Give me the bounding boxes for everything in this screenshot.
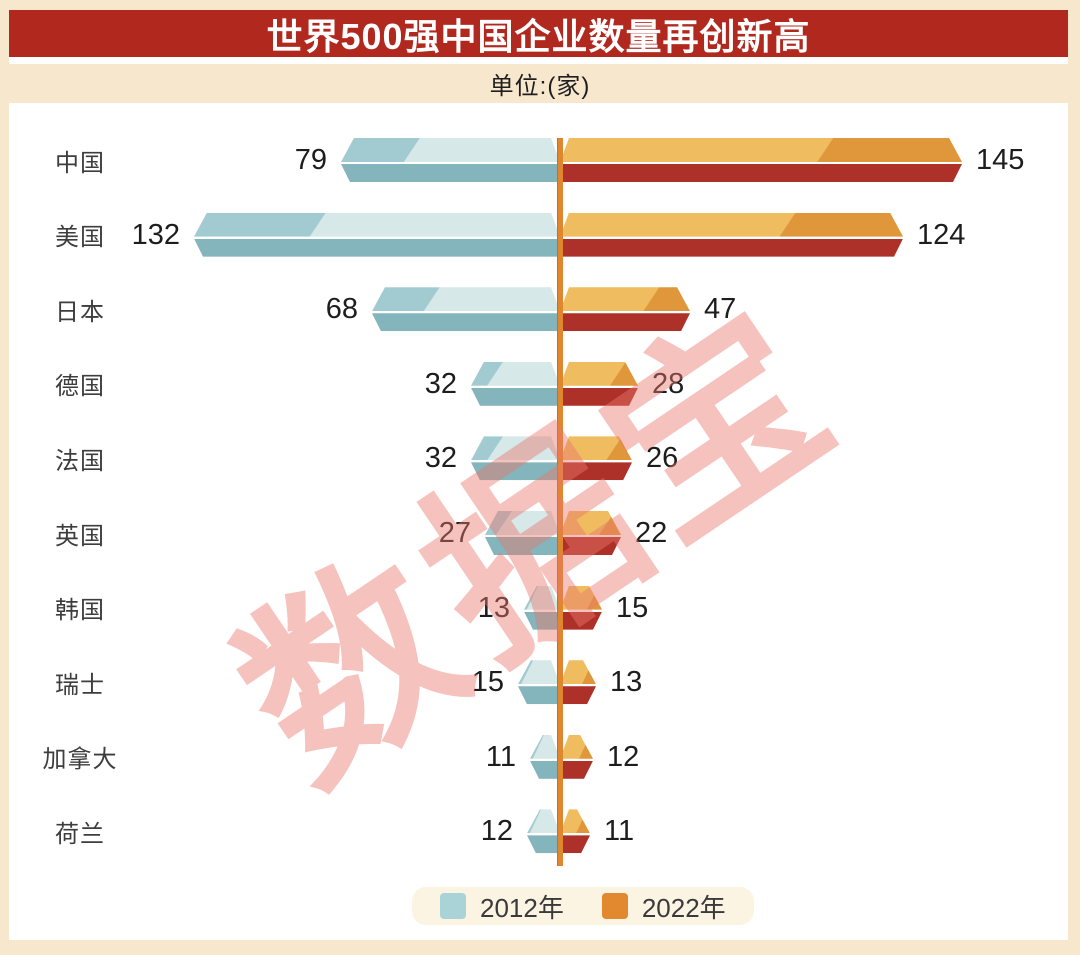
- bar-2022: [560, 287, 690, 331]
- bar-2012-highlight: [530, 735, 544, 759]
- legend-label-2012: 2012年: [480, 892, 564, 923]
- title-banner: 世界500强中国企业数量再创新高: [9, 10, 1068, 57]
- legend-swatch-2012: [440, 893, 466, 919]
- center-axis-line: [557, 138, 563, 866]
- chart-panel: 中国 79 145 美国 132 124 日本 68 47 德国 32 28 法国 32 26 英国 27 22 韩…: [9, 103, 1068, 940]
- page-title: 世界500强中国企业数量再创新高: [266, 15, 811, 57]
- category-label: 美国: [55, 224, 105, 252]
- bar-2012: [372, 287, 560, 332]
- value-2022: 124: [917, 218, 966, 251]
- chart-row: 中国 79 145: [9, 123, 1068, 197]
- bar-2022: [560, 138, 962, 182]
- value-2022: 47: [704, 293, 737, 326]
- category-label: 中国: [55, 149, 105, 177]
- value-2022: 26: [646, 442, 679, 475]
- value-2022: 15: [616, 591, 649, 624]
- bar-2022: [560, 809, 590, 853]
- bar-2012-highlight: [372, 287, 440, 311]
- value-2022: 22: [635, 517, 668, 549]
- category-label: 荷兰: [55, 820, 105, 848]
- legend-label-2022: 2022年: [641, 892, 726, 923]
- bar-2022-highlight: [576, 809, 590, 833]
- bar-2022: [560, 660, 596, 704]
- value-2012: 12: [480, 815, 513, 848]
- category-label: 英国: [55, 522, 105, 550]
- bar-2022: [560, 436, 632, 480]
- bar-2012-highlight: [524, 586, 538, 610]
- value-2022: 28: [652, 367, 685, 400]
- bar-2022-highlight: [610, 362, 638, 386]
- bar-2022: [560, 362, 638, 406]
- bar-2022-highlight: [606, 436, 632, 460]
- legend-item-2012: 2012年: [440, 888, 564, 925]
- category-label: 德国: [55, 373, 105, 401]
- bar-2022-highlight: [817, 138, 962, 162]
- bar-2022-highlight: [587, 586, 602, 610]
- value-2012: 132: [131, 218, 180, 251]
- value-2022: 145: [976, 144, 1025, 176]
- value-2022: 13: [610, 666, 643, 699]
- bar-2012: [471, 362, 560, 406]
- category-label: 瑞士: [55, 671, 105, 699]
- bar-2022: [560, 735, 593, 779]
- value-2012: 79: [294, 144, 327, 176]
- bar-2012-highlight: [518, 660, 533, 684]
- category-label: 法国: [55, 447, 105, 475]
- bar-2022: [560, 213, 903, 257]
- bar-2012: [194, 213, 560, 257]
- bar-2022: [560, 511, 621, 555]
- legend-swatch-2022: [601, 893, 628, 919]
- chart-row: 加拿大 11 12: [9, 720, 1068, 794]
- value-2022: 12: [607, 740, 640, 773]
- value-2012: 32: [424, 442, 457, 475]
- bar-2022-highlight: [780, 213, 903, 237]
- chart-row: 韩国 13 15: [9, 571, 1068, 645]
- bar-2012: [527, 809, 560, 854]
- bar-2012-highlight: [485, 511, 512, 535]
- legend: 2012年 2022年: [412, 887, 754, 925]
- value-2012: 27: [438, 517, 471, 549]
- legend-item-2022: 2022年: [601, 888, 726, 925]
- chart-row: 英国 27 22: [9, 496, 1068, 570]
- unit-label: 单位:(家): [489, 73, 591, 100]
- chart-row: 美国 132 124: [9, 198, 1068, 272]
- bar-2012: [341, 138, 560, 182]
- bar-2012-highlight: [527, 809, 541, 833]
- bar-2022-highlight: [599, 511, 621, 535]
- bar-2012: [485, 511, 560, 555]
- bar-2012-highlight: [194, 213, 326, 237]
- value-2012: 13: [477, 591, 510, 624]
- value-2012: 11: [485, 740, 516, 773]
- chart-row: 荷兰 12 11: [9, 794, 1068, 868]
- chart-row: 法国 32 26: [9, 421, 1068, 495]
- bar-2012-highlight: [471, 362, 503, 386]
- bar-2012: [524, 586, 560, 630]
- category-label: 日本: [55, 298, 105, 326]
- banner-underline: [9, 57, 1068, 64]
- bar-2022-highlight: [582, 660, 596, 684]
- chart-row: 德国 32 28: [9, 347, 1068, 421]
- value-2022: 11: [604, 815, 635, 848]
- value-2012: 32: [424, 367, 457, 400]
- bar-2012: [518, 660, 560, 705]
- bar-2012: [530, 735, 560, 779]
- category-label: 韩国: [55, 597, 105, 625]
- bar-2022-highlight: [579, 735, 593, 759]
- bar-2022-highlight: [643, 287, 690, 311]
- chart-row: 日本 68 47: [9, 272, 1068, 346]
- value-2012: 68: [325, 293, 358, 326]
- bar-2022: [560, 586, 602, 630]
- bar-2012-highlight: [341, 138, 420, 162]
- chart-row: 瑞士 15 13: [9, 645, 1068, 719]
- category-label: 加拿大: [42, 746, 118, 774]
- bar-2012: [471, 436, 560, 481]
- value-2012: 15: [471, 666, 504, 699]
- bar-2012-highlight: [471, 436, 503, 460]
